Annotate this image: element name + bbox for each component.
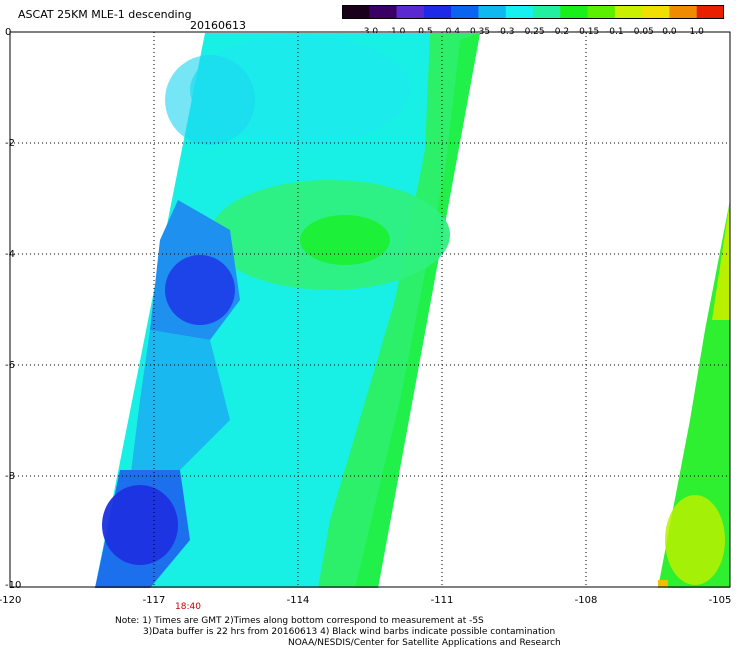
x-tick-label: -114 bbox=[286, 595, 310, 606]
colorbar bbox=[342, 5, 724, 19]
colorbar-swatch bbox=[560, 5, 589, 19]
y-tick-label: -2 bbox=[5, 138, 15, 149]
right-swath-orange bbox=[658, 580, 668, 588]
deep-blue-patch bbox=[165, 255, 235, 325]
colorbar-swatch bbox=[478, 5, 507, 19]
colorbar-swatch bbox=[342, 5, 370, 19]
colorbar-swatch bbox=[642, 5, 671, 19]
blue-mid bbox=[130, 330, 230, 480]
colorbar-swatch bbox=[369, 5, 398, 19]
x-tick-label: -117 bbox=[142, 595, 166, 606]
wind-swaths bbox=[95, 33, 730, 588]
x-tick-label: -105 bbox=[708, 595, 732, 606]
main-swath-green bbox=[318, 33, 480, 588]
x-tick-label: -108 bbox=[574, 595, 598, 606]
y-tick-label: -8 bbox=[5, 471, 15, 482]
colorbar-swatch bbox=[669, 5, 698, 19]
colorbar-swatch bbox=[533, 5, 561, 19]
map-date: 20160613 bbox=[190, 19, 246, 32]
x-tick-label: -111 bbox=[430, 595, 454, 606]
upper-blue-tint bbox=[165, 55, 255, 145]
note-line-3: NOAA/NESDIS/Center for Satellite Applica… bbox=[288, 638, 561, 648]
y-tick-label: 0 bbox=[5, 27, 12, 38]
right-swath bbox=[658, 200, 730, 588]
colorbar-swatch bbox=[614, 5, 643, 19]
pass-time-label: 18:40 bbox=[175, 602, 201, 612]
x-tick-label: -120 bbox=[0, 595, 22, 606]
lat-lon-grid bbox=[10, 32, 730, 587]
note-line-2: 3)Data buffer is 22 hrs from 20160613 4)… bbox=[143, 627, 556, 637]
colorbar-swatch bbox=[451, 5, 480, 19]
note-line-1: Note: 1) Times are GMT 2)Times along bot… bbox=[115, 616, 484, 626]
colorbar-swatch bbox=[587, 5, 616, 19]
right-swath-yellow-lower bbox=[665, 495, 725, 585]
colorbar-swatch bbox=[696, 5, 724, 19]
map-frame bbox=[9, 31, 731, 588]
colorbar-swatch bbox=[505, 5, 534, 19]
map-title: ASCAT 25KM MLE-1 descending bbox=[18, 8, 192, 21]
right-swath-yellow-top bbox=[712, 200, 730, 320]
y-tick-label: -10 bbox=[5, 580, 22, 591]
y-tick-label: -4 bbox=[5, 249, 15, 260]
colorbar-swatch bbox=[396, 5, 425, 19]
y-tick-label: -6 bbox=[5, 360, 15, 371]
main-swath-green-edge bbox=[355, 33, 480, 588]
green-core bbox=[300, 215, 390, 265]
deep-blue-lower bbox=[102, 485, 178, 565]
colorbar-swatch bbox=[423, 5, 452, 19]
